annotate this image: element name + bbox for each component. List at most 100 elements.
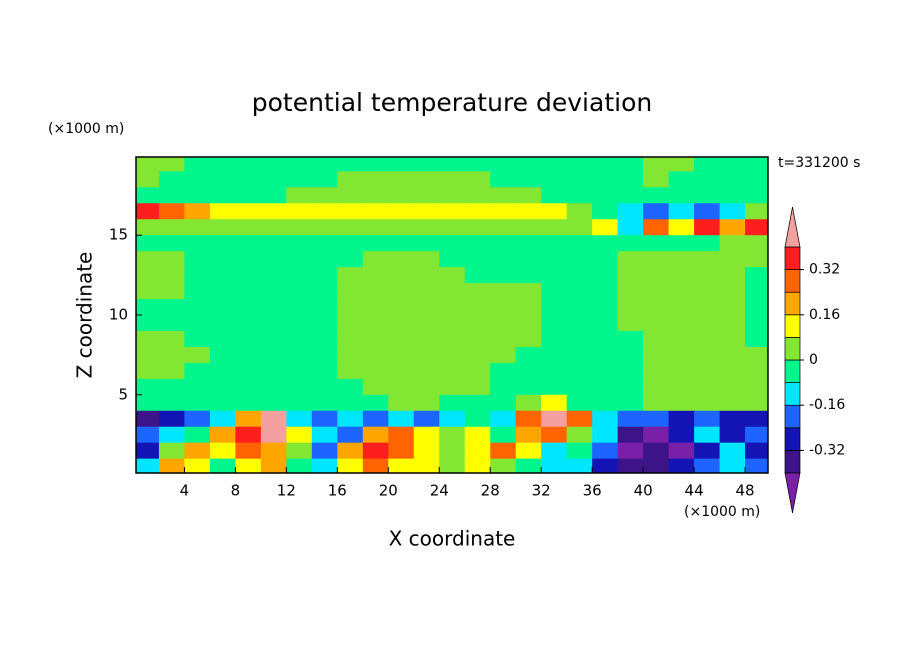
- field-cell: [209, 219, 236, 236]
- field-cell: [694, 283, 721, 300]
- y-tick-label: 15: [109, 226, 128, 244]
- field-cell: [413, 442, 440, 460]
- field-cell: [617, 299, 644, 316]
- field-cell: [337, 203, 364, 220]
- field-cell: [235, 346, 262, 364]
- field-cell: [184, 203, 211, 220]
- field-cell: [490, 235, 517, 252]
- field-cell: [694, 394, 721, 412]
- field-cell: [745, 458, 768, 473]
- field-cell: [592, 171, 619, 188]
- field-cell: [490, 378, 517, 396]
- field-cell: [362, 378, 389, 396]
- field-cell: [745, 203, 768, 220]
- field-cell: [388, 330, 415, 348]
- field-cell: [235, 235, 262, 252]
- field-cell: [286, 203, 313, 220]
- field-cell: [439, 330, 466, 348]
- field-cell: [311, 330, 338, 348]
- x-tick-label: 44: [685, 482, 704, 500]
- field-cell: [745, 394, 768, 412]
- field-cell: [464, 157, 491, 172]
- field-cell: [184, 251, 211, 268]
- field-cell: [592, 378, 619, 396]
- x-tick-label: 28: [481, 482, 500, 500]
- field-cell: [464, 442, 491, 460]
- field-cell: [184, 299, 211, 316]
- field-cell: [235, 267, 262, 284]
- field-cell: [617, 442, 644, 460]
- field-cell: [643, 187, 670, 204]
- field-cell: [439, 171, 466, 188]
- y-tick-label: 10: [109, 306, 128, 324]
- field-cell: [719, 394, 746, 412]
- field-cell: [136, 251, 160, 268]
- colorbar-band: [784, 382, 801, 406]
- field-cell: [388, 187, 415, 204]
- field-cell: [719, 267, 746, 284]
- field-cell: [413, 346, 440, 364]
- field-cell: [413, 171, 440, 188]
- field-cell: [362, 267, 389, 284]
- field-cell: [235, 426, 262, 444]
- field-cell: [362, 410, 389, 428]
- field-cell: [617, 426, 644, 444]
- field-cell: [617, 251, 644, 268]
- field-cell: [719, 426, 746, 444]
- field-cell: [311, 426, 338, 444]
- field-cell: [745, 267, 768, 284]
- field-cell: [566, 283, 593, 300]
- field-cell: [235, 330, 262, 348]
- field-cell: [388, 458, 415, 473]
- colorbar-tick-label: -0.32: [809, 442, 845, 458]
- field-cell: [311, 378, 338, 396]
- field-cell: [337, 251, 364, 268]
- field-cell: [311, 442, 338, 460]
- field-cell: [209, 378, 236, 396]
- field-cell: [286, 187, 313, 204]
- x-tick-label: 36: [583, 482, 602, 500]
- field-cell: [490, 203, 517, 220]
- field-cell: [592, 458, 619, 473]
- field-cell: [337, 171, 364, 188]
- field-cell: [209, 187, 236, 204]
- field-cell: [566, 235, 593, 252]
- field-cell: [311, 283, 338, 300]
- field-cell: [136, 299, 160, 316]
- field-cell: [260, 235, 287, 252]
- field-cell: [694, 315, 721, 332]
- field-cell: [643, 426, 670, 444]
- field-cell: [136, 410, 160, 428]
- field-cell: [464, 187, 491, 204]
- field-cell: [235, 187, 262, 204]
- field-cell: [413, 426, 440, 444]
- field-cell: [260, 157, 287, 172]
- field-cell: [745, 315, 768, 332]
- x-tick-label: 32: [532, 482, 551, 500]
- field-cell: [490, 219, 517, 236]
- field-cell: [464, 251, 491, 268]
- field-cell: [745, 235, 768, 252]
- field-cell: [136, 442, 160, 460]
- x-tick-label: 8: [231, 482, 241, 500]
- field-cell: [439, 378, 466, 396]
- field-cell: [643, 157, 670, 172]
- field-cell: [719, 299, 746, 316]
- field-cell: [286, 283, 313, 300]
- field-cell: [541, 157, 568, 172]
- field-cell: [136, 378, 160, 396]
- field-cell: [592, 315, 619, 332]
- field-cell: [388, 378, 415, 396]
- field-cell: [286, 346, 313, 364]
- field-cell: [260, 426, 287, 444]
- field-cell: [158, 267, 185, 284]
- field-cell: [464, 219, 491, 236]
- field-cell: [235, 299, 262, 316]
- field-cell: [617, 219, 644, 236]
- field-cell: [184, 267, 211, 284]
- field-cell: [668, 203, 695, 220]
- field-cell: [413, 219, 440, 236]
- field-cell: [719, 235, 746, 252]
- field-cell: [209, 157, 236, 172]
- field-cell: [541, 251, 568, 268]
